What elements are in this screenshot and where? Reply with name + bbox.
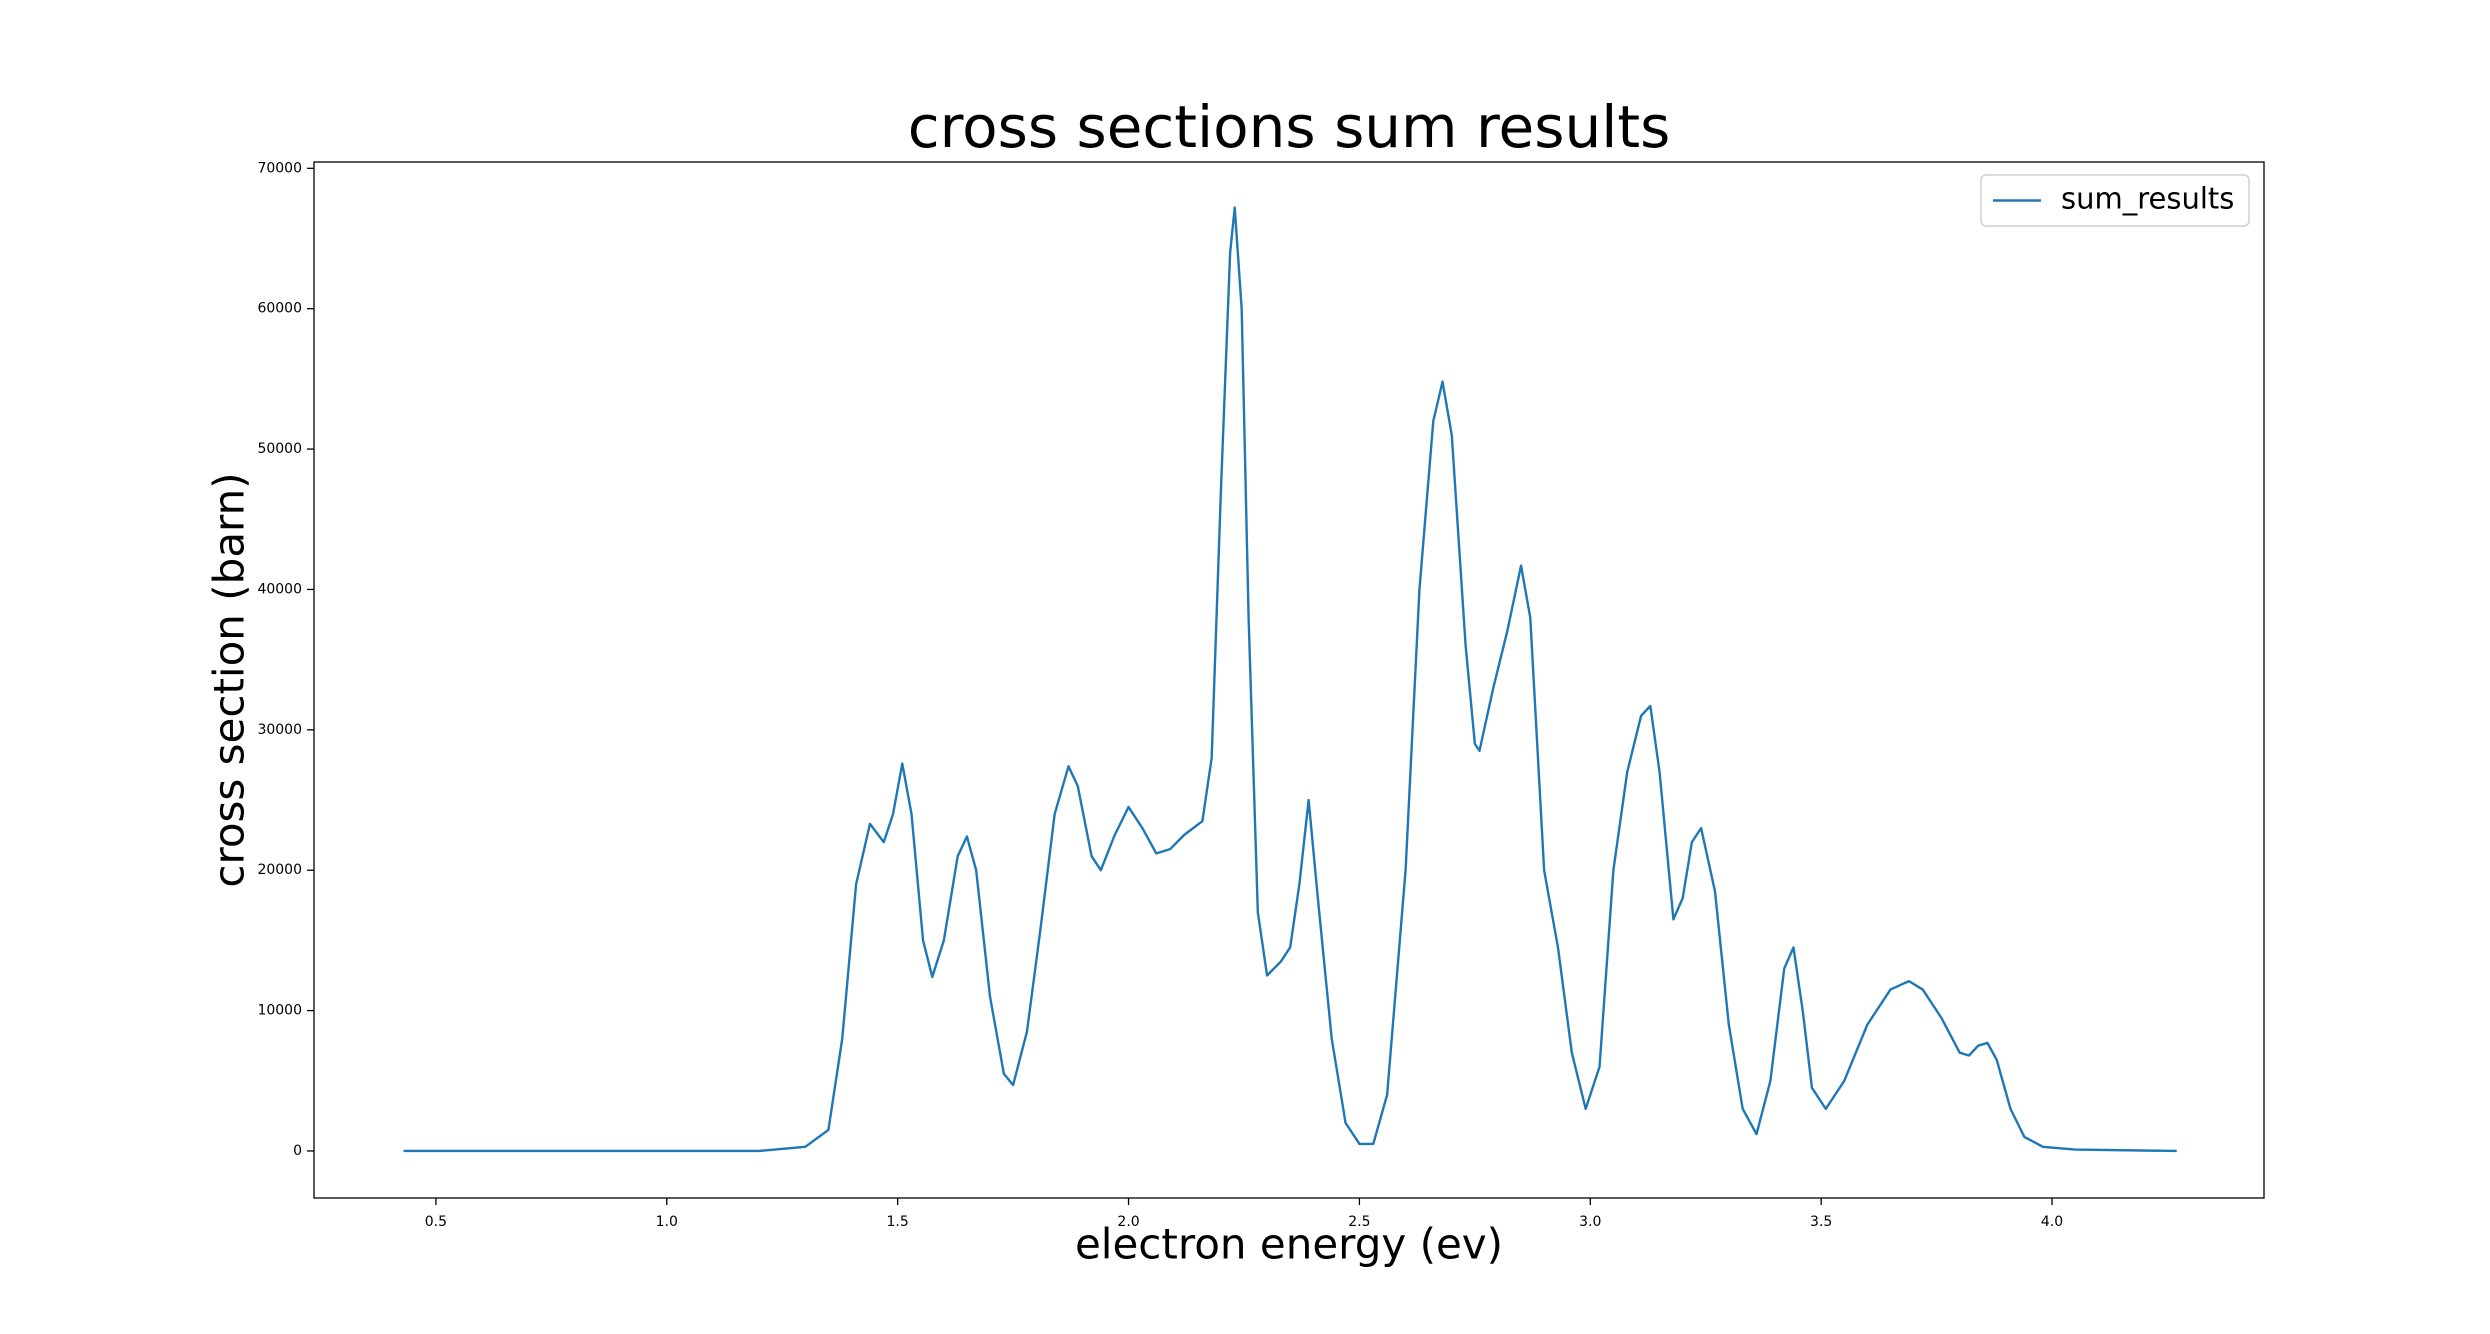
y-tick-label: 0 [293, 1143, 302, 1159]
y-tick-label: 60000 [257, 301, 302, 317]
y-tick-label: 10000 [257, 1003, 302, 1019]
y-tick-label: 50000 [257, 441, 302, 457]
plot-frame [313, 161, 2265, 1199]
x-tick-label: 2.0 [1117, 1214, 1139, 1230]
y-tick-label: 20000 [257, 862, 302, 878]
legend-box [1980, 174, 2250, 227]
x-axis-label: electron energy (ev) [1075, 1220, 1503, 1269]
x-tick-label: 0.5 [425, 1214, 447, 1230]
x-tick-label: 2.5 [1348, 1214, 1370, 1230]
legend-label: sum_results [2061, 182, 2234, 216]
x-tick-label: 3.5 [1810, 1214, 1832, 1230]
x-tick-label: 4.0 [2041, 1214, 2063, 1230]
data-line [403, 206, 2177, 1153]
x-tick-label: 3.0 [1579, 1214, 1601, 1230]
y-tick-label: 40000 [257, 581, 302, 597]
x-tick-label: 1.0 [656, 1214, 678, 1230]
chart-title: cross sections sum results [908, 93, 1671, 161]
y-tick-label: 70000 [257, 160, 302, 176]
y-tick-label: 30000 [257, 722, 302, 738]
legend: sum_results [1980, 174, 2250, 227]
x-tick-label: 1.5 [887, 1214, 909, 1230]
y-axis-label: cross section (barn) [205, 472, 254, 887]
